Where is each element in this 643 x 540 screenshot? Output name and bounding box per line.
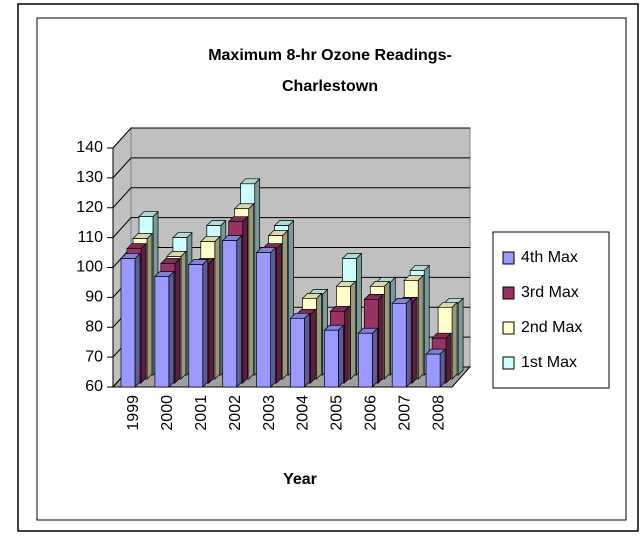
bar-side	[383, 280, 390, 380]
bar-side	[270, 246, 276, 388]
bar-side	[208, 257, 215, 384]
x-tick-label: 2002	[227, 395, 244, 431]
bar-side	[411, 296, 418, 384]
bar-side	[405, 297, 412, 388]
bar-side	[344, 305, 350, 384]
chart-title: Maximum 8-hr Ozone Readings-	[208, 47, 452, 64]
y-tick-label: 70	[85, 348, 103, 365]
bar-side	[134, 252, 141, 388]
grid-line	[112, 217, 470, 238]
bar-side	[140, 242, 147, 384]
x-tick-label: 2000	[159, 395, 176, 431]
bar-side	[236, 234, 243, 388]
y-tick-label: 100	[76, 259, 103, 276]
legend-swatch	[502, 356, 515, 370]
grid-line	[112, 187, 470, 209]
legend-swatch	[502, 286, 515, 300]
bar-side	[338, 324, 344, 388]
x-tick-label: 2008	[430, 395, 447, 431]
x-tick-label: 2005	[329, 395, 346, 431]
x-tick-label: 1999	[125, 395, 142, 431]
x-tick-label: 2004	[295, 395, 312, 431]
x-axis-label: Year	[283, 471, 317, 488]
bar	[324, 329, 339, 388]
y-tick-label: 80	[85, 318, 103, 335]
bar-side	[350, 280, 356, 380]
bar-side	[248, 202, 255, 380]
bar-side	[214, 235, 221, 380]
y-tick-label: 110	[77, 229, 103, 246]
chart-title: Charlestown	[282, 78, 378, 95]
bar	[154, 276, 170, 388]
bar-side	[146, 232, 153, 380]
x-tick-label: 2007	[396, 395, 413, 431]
y-tick-label: 120	[76, 199, 103, 216]
bar	[290, 317, 305, 388]
bar	[256, 252, 271, 388]
bar-side	[445, 332, 452, 384]
legend-swatch	[502, 321, 515, 335]
bar-side	[174, 257, 181, 384]
y-tick-label: 90	[85, 289, 103, 306]
bar-side	[168, 270, 175, 388]
legend-label: 2nd Max	[521, 319, 582, 336]
bar-side	[371, 327, 378, 388]
legend-label: 4th Max	[521, 249, 578, 266]
bar-side	[451, 301, 458, 380]
x-tick-label: 2003	[261, 395, 278, 431]
y-tick-label: 140	[76, 139, 103, 156]
legend-label: 3rd Max	[521, 284, 579, 301]
grid-line	[112, 157, 470, 179]
bar-side	[316, 292, 322, 380]
bar-side	[180, 250, 187, 380]
y-tick-label: 60	[85, 378, 103, 395]
legend-swatch	[502, 251, 515, 265]
bar-side	[276, 242, 282, 384]
bar	[391, 303, 407, 388]
grid-line	[112, 127, 470, 149]
bar	[120, 258, 136, 388]
y-tick-label: 130	[76, 169, 103, 186]
legend-label: 1st Max	[521, 354, 577, 371]
x-tick-label: 2006	[362, 395, 379, 431]
bar	[357, 332, 373, 388]
bar	[425, 353, 441, 388]
bar-side	[202, 258, 209, 388]
bar-side	[377, 293, 384, 384]
bar	[188, 264, 204, 388]
bar-side	[457, 297, 464, 376]
x-tick-label: 2001	[193, 395, 210, 431]
bar-side	[242, 215, 249, 384]
bar-side	[310, 308, 316, 384]
bar-side	[304, 312, 310, 388]
bar	[222, 240, 238, 388]
bar-side	[417, 274, 424, 380]
bar-side	[282, 229, 288, 380]
bar-side	[439, 348, 446, 388]
